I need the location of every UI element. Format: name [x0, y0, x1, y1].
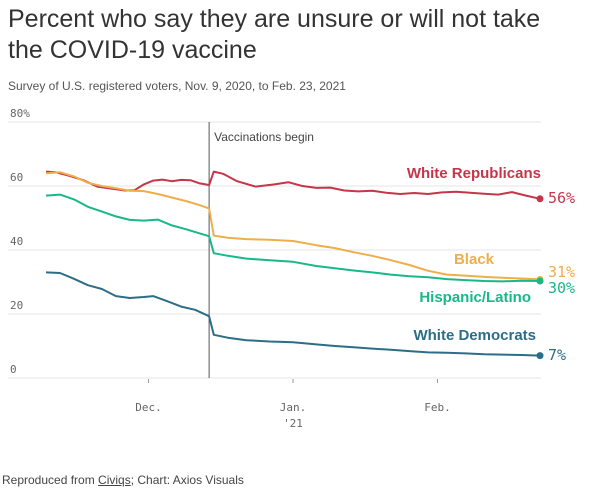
series-name-label: Hispanic/Latino — [419, 289, 531, 306]
series-line — [45, 193, 541, 283]
line-chart: 0 20 40 60 80% Dec. Jan. '21 Feb. Vaccinations be… — [8, 107, 575, 430]
y-tick-label: 20 — [10, 299, 23, 312]
series-end-value-label: 56% — [548, 189, 575, 207]
x-tick-label: Feb. — [424, 401, 451, 414]
series-end-value-label: 31% — [548, 263, 575, 281]
series-end-point — [536, 195, 544, 203]
series-name-label: White Republicans — [407, 165, 541, 182]
series-line — [45, 271, 541, 357]
source-suffix: ; Chart: Axios Visuals — [130, 473, 244, 487]
series-name-label: White Democrats — [413, 327, 536, 344]
y-tick-label: 80% — [10, 107, 30, 120]
series-line — [45, 171, 541, 281]
source-prefix: Reproduced from — [2, 473, 99, 487]
chart-title: Percent who say they are unsure or will … — [8, 5, 541, 64]
y-tick-label: 40 — [10, 235, 23, 248]
x-tick-label: Dec. — [135, 401, 162, 414]
series-end-value-label: 30% — [548, 279, 575, 297]
y-tick-label: 60 — [10, 171, 23, 184]
chart-subtitle: Survey of U.S. registered voters, Nov. 9… — [8, 79, 346, 93]
source-link[interactable]: Civiqs — [98, 473, 131, 487]
y-tick-label: 0 — [10, 363, 17, 376]
x-tick-sublabel: '21 — [283, 417, 303, 430]
annotation-label: Vaccinations begin — [214, 130, 314, 144]
source-note: Reproduced from Civiqs; Chart: Axios Vis… — [2, 473, 244, 487]
series-end-value-label: 7% — [548, 346, 566, 364]
x-tick-label: Jan. — [280, 401, 307, 414]
series-name-label: Black — [454, 251, 495, 268]
series-end-point — [536, 277, 544, 285]
series-end-point — [536, 352, 544, 360]
